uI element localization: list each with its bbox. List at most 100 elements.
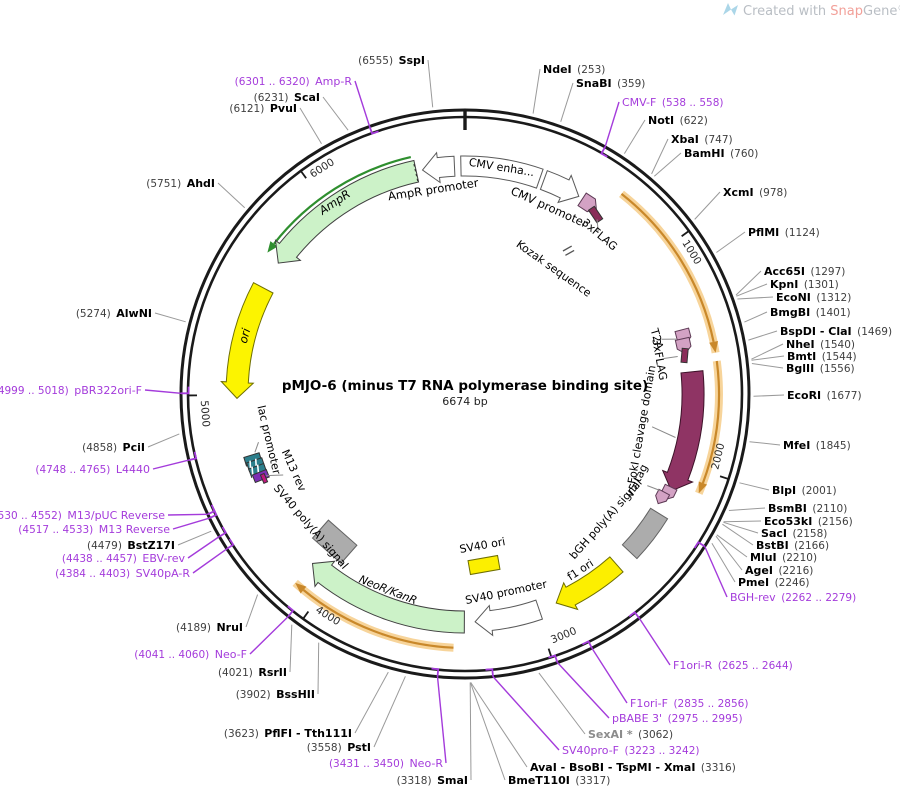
site-leader-line bbox=[300, 108, 322, 144]
plasmid-title: pMJO-6 (minus T7 RNA polymerase binding … bbox=[282, 378, 648, 394]
primer-leader-line bbox=[592, 648, 627, 703]
ring-outer-circle bbox=[181, 110, 749, 678]
site-label-PmeI: PmeI (2246) bbox=[738, 576, 810, 589]
scale-label: 3000 bbox=[549, 625, 578, 646]
site-leader-line bbox=[561, 83, 573, 122]
site-leader-line bbox=[748, 331, 777, 340]
site-leader-line bbox=[155, 313, 186, 322]
orf-band bbox=[622, 194, 716, 353]
site-leader-line bbox=[470, 682, 505, 780]
site-label-EcoRI: EcoRI (1677) bbox=[787, 389, 862, 402]
scale-tick bbox=[300, 170, 306, 178]
scale-tick bbox=[682, 230, 690, 236]
site-leader-line bbox=[470, 683, 471, 781]
primer-leader-line bbox=[438, 677, 447, 763]
site-label-MluI: MluI (2210) bbox=[750, 551, 817, 564]
site-leader-line bbox=[652, 139, 668, 174]
feature-label-kozak-sequence: Kozak sequence bbox=[514, 238, 594, 300]
primer-leader-line bbox=[557, 663, 609, 719]
site-label-AvaI-BsoBI-TspMI-XmaI: AvaI - BsoBI - TspMI - XmaI (3316) bbox=[530, 761, 736, 774]
feature-label-sv40-ori: SV40 ori bbox=[458, 535, 506, 556]
site-leader-line bbox=[290, 625, 292, 672]
site-label-PflMI: PflMI (1124) bbox=[748, 226, 820, 239]
primer-label-M13-pUC-Reverse: (4530 .. 4552) M13/pUC Reverse bbox=[0, 509, 165, 522]
site-leader-line bbox=[754, 395, 785, 396]
site-leader-line bbox=[712, 543, 735, 582]
site-label-BlpI: BlpI (2001) bbox=[772, 484, 837, 497]
site-label-XbaI: XbaI (747) bbox=[671, 133, 733, 146]
site-leader-line bbox=[724, 521, 761, 522]
site-label-EcoNI: EcoNI (1312) bbox=[776, 291, 851, 304]
3xflag-bar bbox=[681, 348, 688, 362]
orf-line bbox=[622, 194, 714, 342]
sv40-ori-box bbox=[468, 556, 500, 575]
primer-label-L4440: (4748 .. 4765) L4440 bbox=[35, 463, 150, 476]
scale-label: 6000 bbox=[308, 156, 337, 180]
site-label-PstI: (3558) PstI bbox=[307, 741, 371, 754]
site-label-AlwNI: (5274) AlwNI bbox=[76, 307, 152, 320]
3xflag-bar bbox=[681, 348, 688, 362]
primer-label-pBR322ori-F: (4999 .. 5018) pBR322ori-F bbox=[0, 384, 142, 397]
site-leader-line bbox=[624, 120, 645, 154]
primer-leader-line bbox=[193, 549, 227, 573]
watermark-text: Created with SnapGene® bbox=[743, 4, 900, 19]
primer-leader-line bbox=[188, 537, 219, 559]
kozak-mark bbox=[562, 244, 576, 258]
snapgene-logo-icon bbox=[723, 3, 731, 15]
primer-site-mark bbox=[219, 527, 225, 537]
primer-leader-line bbox=[639, 618, 670, 665]
site-leader-line bbox=[539, 673, 585, 734]
site-leader-line bbox=[695, 192, 720, 219]
site-label-NruI: (4189) NruI bbox=[176, 621, 243, 634]
feature-foki-cleavage-domain bbox=[663, 371, 704, 491]
site-label-BamHI: BamHI (760) bbox=[684, 147, 758, 160]
site-label-BglII: BglII (1556) bbox=[786, 362, 855, 375]
site-label-KpnI: KpnI (1301) bbox=[770, 278, 839, 291]
feature-bgh-poly-a-signal bbox=[622, 508, 667, 558]
primer-leader-line bbox=[168, 514, 208, 515]
ring-inner-circle bbox=[188, 117, 742, 671]
snapgene-logo-icon bbox=[731, 5, 738, 16]
feature-connector bbox=[652, 427, 675, 438]
kozak-tick bbox=[565, 250, 574, 255]
primer-label-CMV-F: CMV-F (538 .. 558) bbox=[622, 96, 724, 109]
site-leader-line bbox=[750, 442, 781, 445]
site-leader-line bbox=[355, 672, 388, 733]
site-leader-line bbox=[737, 297, 773, 299]
feature-connector bbox=[266, 475, 283, 476]
site-label-PflFI-Tth111I: (3623) PflFI - Tth111I bbox=[224, 727, 352, 740]
scale-tick bbox=[303, 611, 309, 619]
primer-leader-line bbox=[145, 390, 181, 393]
primer-label-F1ori-R: F1ori-R (2625 .. 2644) bbox=[673, 659, 793, 672]
site-leader-line bbox=[428, 60, 433, 107]
feature-ampr-promoter bbox=[423, 153, 455, 183]
site-label-BmeT110I: BmeT110I (3317) bbox=[508, 774, 610, 787]
primer-site-mark bbox=[227, 539, 233, 549]
site-leader-line bbox=[716, 536, 742, 570]
site-label-BmgBI: BmgBI (1401) bbox=[770, 306, 851, 319]
primer-label-Neo-R: (3431 .. 3450) Neo-R bbox=[329, 757, 443, 770]
site-leader-line bbox=[178, 531, 211, 545]
primer-leader-line bbox=[355, 81, 370, 127]
feature-label-sv40-poly-a-signal: SV40 poly(A) signal bbox=[271, 482, 351, 572]
site-label-SnaBI: SnaBI (359) bbox=[576, 77, 645, 90]
feature-sv40-promoter bbox=[475, 600, 542, 635]
site-leader-line bbox=[318, 643, 319, 694]
primer-label-SV40pro-F: SV40pro-F (3223 .. 3242) bbox=[562, 744, 700, 757]
scale-label: 5000 bbox=[198, 400, 212, 428]
primer-site-mark bbox=[288, 606, 293, 616]
site-label-SmaI: (3318) SmaI bbox=[397, 774, 468, 787]
site-label-RsrII: (4021) RsrII bbox=[218, 666, 287, 679]
site-label-BssHII: (3902) BssHII bbox=[236, 688, 315, 701]
primer-label-F1ori-F: F1ori-F (2835 .. 2856) bbox=[630, 697, 748, 710]
primer-label-pBABE-3-: pBABE 3' (2975 .. 2995) bbox=[612, 712, 743, 725]
site-label-BstZ17I: (4479) BstZ17I bbox=[87, 539, 175, 552]
site-leader-line bbox=[374, 676, 405, 747]
site-label-XcmI: XcmI (978) bbox=[723, 186, 787, 199]
primer-label-EBV-rev: (4438 .. 4457) EBV-rev bbox=[62, 552, 186, 565]
site-leader-line bbox=[729, 508, 765, 511]
feature-label-3xflag: 3xFLAG bbox=[579, 216, 620, 253]
plasmid-size-label: 6674 bp bbox=[442, 395, 487, 408]
snapgene-watermark: Created with SnapGene® bbox=[723, 3, 900, 19]
